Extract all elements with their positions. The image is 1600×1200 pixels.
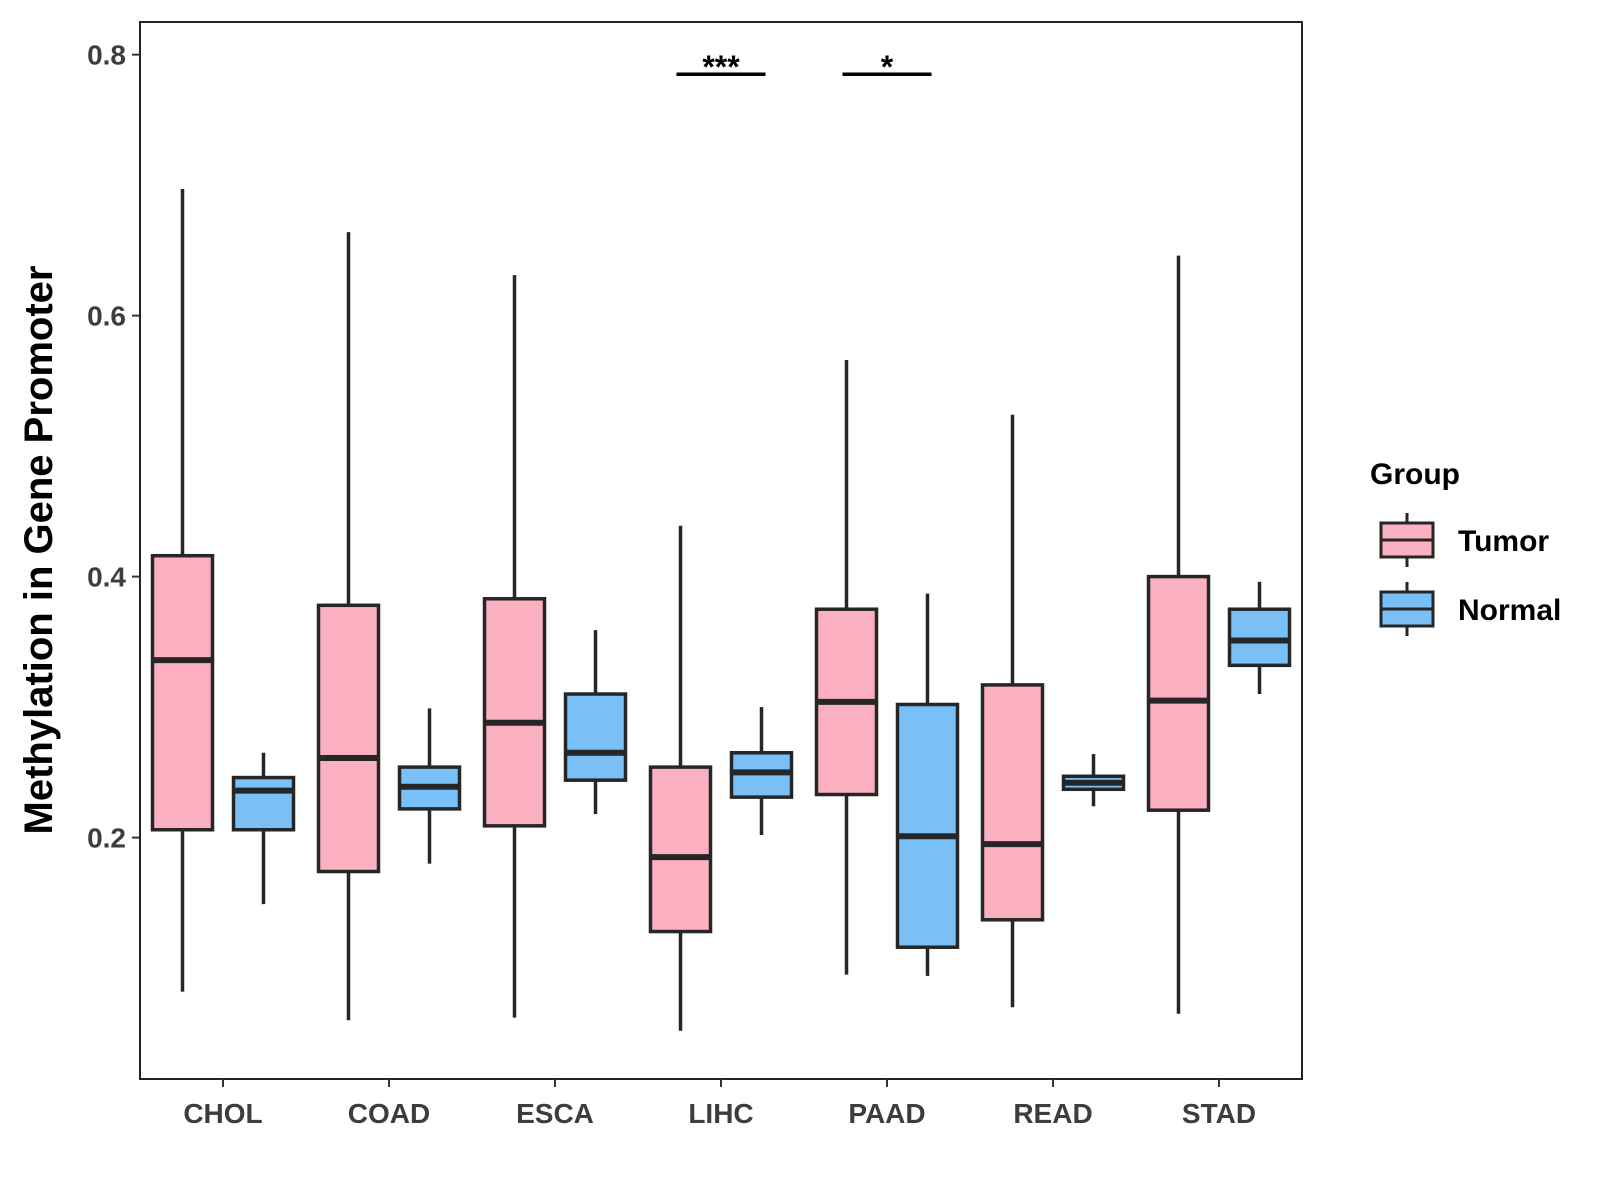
iqr-box-tumor-stad bbox=[1146, 574, 1211, 812]
box-normal-read bbox=[1061, 754, 1126, 807]
iqr-box-tumor-esca bbox=[482, 597, 547, 828]
legend-title: Group bbox=[1370, 458, 1460, 491]
box-normal-stad bbox=[1227, 581, 1292, 695]
plot-panel bbox=[139, 21, 1303, 1080]
box-tumor-paad bbox=[814, 359, 879, 975]
significance-annotations: *** * bbox=[676, 49, 932, 85]
iqr-box-tumor-coad bbox=[316, 603, 381, 874]
iqr-box-normal-paad bbox=[895, 702, 960, 949]
box-normal-chol bbox=[231, 752, 296, 905]
legend-item-normal: Normal bbox=[1379, 582, 1561, 636]
y-axis: 0.2 0.4 0.6 0.8 bbox=[87, 40, 140, 854]
box-tumor-read bbox=[980, 414, 1045, 1008]
box-tumor-esca bbox=[482, 275, 547, 1018]
boxes-layer bbox=[150, 189, 1292, 1031]
iqr-box-normal-esca bbox=[563, 692, 628, 782]
significance-label-paad: * bbox=[881, 49, 894, 85]
x-tick-label-read: READ bbox=[1013, 1098, 1092, 1129]
iqr-box-tumor-lihc bbox=[648, 765, 713, 934]
box-tumor-coad bbox=[316, 232, 381, 1021]
significance-label-lihc: *** bbox=[702, 49, 740, 85]
y-axis-label: Methylation in Gene Promoter bbox=[17, 266, 61, 835]
box-normal-lihc bbox=[729, 707, 794, 835]
legend-item-tumor: Tumor bbox=[1379, 513, 1549, 567]
y-tick-label: 0.4 bbox=[87, 562, 126, 593]
box-tumor-stad bbox=[1146, 255, 1211, 1014]
box-tumor-chol bbox=[150, 189, 215, 992]
iqr-box-normal-stad bbox=[1227, 607, 1292, 668]
x-tick-label-esca: ESCA bbox=[516, 1098, 594, 1129]
y-tick-label: 0.2 bbox=[87, 823, 126, 854]
legend: Group Tumor Normal bbox=[1370, 458, 1561, 636]
x-tick-label-stad: STAD bbox=[1182, 1098, 1256, 1129]
iqr-box-normal-chol bbox=[231, 775, 296, 832]
legend-label-normal: Normal bbox=[1458, 594, 1561, 627]
y-tick-label: 0.6 bbox=[87, 301, 126, 332]
x-tick-label-paad: PAAD bbox=[848, 1098, 925, 1129]
x-tick-label-coad: COAD bbox=[348, 1098, 430, 1129]
box-normal-esca bbox=[563, 630, 628, 815]
x-tick-label-lihc: LIHC bbox=[688, 1098, 753, 1129]
y-tick-label: 0.8 bbox=[87, 40, 126, 71]
iqr-box-tumor-chol bbox=[150, 553, 215, 832]
iqr-box-tumor-read bbox=[980, 683, 1045, 922]
x-tick-label-chol: CHOL bbox=[183, 1098, 262, 1129]
legend-label-tumor: Tumor bbox=[1458, 525, 1549, 558]
x-axis: CHOL COAD ESCA LIHC PAAD READ STAD bbox=[183, 1079, 1256, 1129]
box-normal-paad bbox=[895, 593, 960, 976]
box-tumor-lihc bbox=[648, 525, 713, 1031]
box-normal-coad bbox=[397, 708, 462, 864]
